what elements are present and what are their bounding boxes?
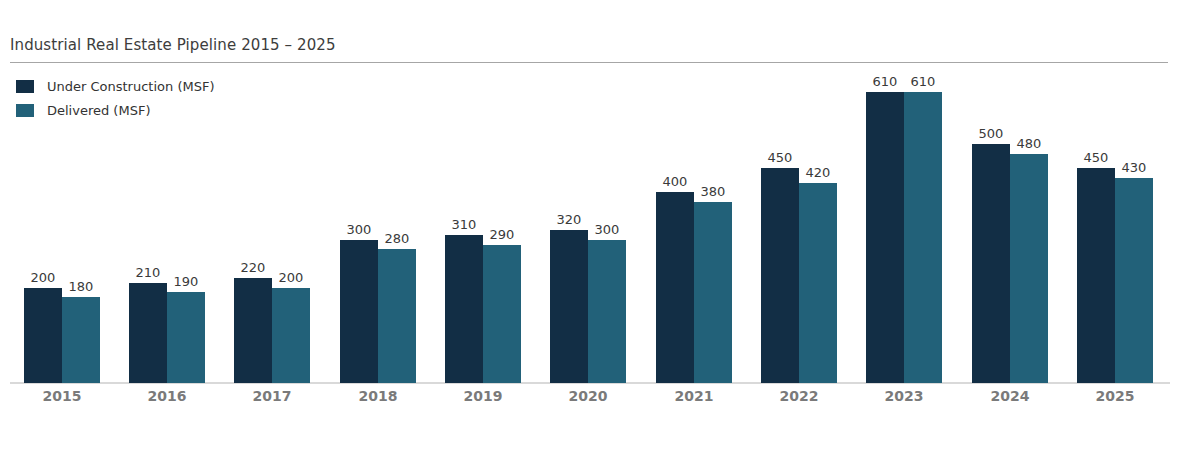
x-tick-2020: 2020 <box>536 388 640 404</box>
x-tick-2023: 2023 <box>852 388 956 404</box>
bar-delivered-msf-2022 <box>799 183 837 383</box>
x-tick-2025: 2025 <box>1063 388 1167 404</box>
chart-title: Industrial Real Estate Pipeline 2015 – 2… <box>10 36 336 54</box>
legend-item-delivered-msf[interactable]: Delivered (MSF) <box>16 103 214 118</box>
bar-under-construction-msf-2021 <box>656 192 694 383</box>
legend: Under Construction (MSF) Delivered (MSF) <box>16 79 214 127</box>
x-tick-2024: 2024 <box>958 388 1062 404</box>
value-label-delivered-msf-2016: 190 <box>156 274 216 290</box>
bar-under-construction-msf-2024 <box>972 144 1010 383</box>
x-tick-2016: 2016 <box>115 388 219 404</box>
x-tick-2018: 2018 <box>326 388 430 404</box>
value-label-delivered-msf-2023: 610 <box>893 74 953 90</box>
chart-page: Industrial Real Estate Pipeline 2015 – 2… <box>0 0 1186 462</box>
bar-under-construction-msf-2015 <box>24 288 62 383</box>
bar-delivered-msf-2021 <box>694 202 732 383</box>
legend-item-under-construction-msf[interactable]: Under Construction (MSF) <box>16 79 214 94</box>
value-label-delivered-msf-2015: 180 <box>51 279 111 295</box>
bar-delivered-msf-2016 <box>167 292 205 383</box>
x-tick-2021: 2021 <box>642 388 746 404</box>
value-label-delivered-msf-2025: 430 <box>1104 160 1164 176</box>
bar-under-construction-msf-2023 <box>866 92 904 383</box>
x-tick-2015: 2015 <box>10 388 114 404</box>
bar-under-construction-msf-2020 <box>550 230 588 383</box>
bar-delivered-msf-2020 <box>588 240 626 383</box>
bar-under-construction-msf-2018 <box>340 240 378 383</box>
value-label-delivered-msf-2018: 280 <box>367 231 427 247</box>
value-label-delivered-msf-2019: 290 <box>472 227 532 243</box>
bar-delivered-msf-2019 <box>483 245 521 383</box>
bar-under-construction-msf-2022 <box>761 168 799 383</box>
bar-under-construction-msf-2016 <box>129 283 167 383</box>
bar-delivered-msf-2015 <box>62 297 100 383</box>
legend-label: Delivered (MSF) <box>47 103 150 118</box>
value-label-delivered-msf-2017: 200 <box>261 270 321 286</box>
title-divider <box>10 62 1168 63</box>
value-label-delivered-msf-2021: 380 <box>683 184 743 200</box>
legend-swatch-under-construction-msf <box>16 80 34 93</box>
legend-swatch-delivered-msf <box>16 104 34 117</box>
bar-delivered-msf-2018 <box>378 249 416 383</box>
value-label-delivered-msf-2022: 420 <box>788 165 848 181</box>
bar-delivered-msf-2023 <box>904 92 942 383</box>
value-label-delivered-msf-2024: 480 <box>999 136 1059 152</box>
x-tick-2019: 2019 <box>431 388 535 404</box>
legend-label: Under Construction (MSF) <box>47 79 214 94</box>
x-tick-2017: 2017 <box>220 388 324 404</box>
bar-delivered-msf-2017 <box>272 288 310 383</box>
value-label-under-construction-msf-2022: 450 <box>750 150 810 166</box>
value-label-delivered-msf-2020: 300 <box>577 222 637 238</box>
bar-under-construction-msf-2025 <box>1077 168 1115 383</box>
bar-under-construction-msf-2017 <box>234 278 272 383</box>
bar-delivered-msf-2024 <box>1010 154 1048 383</box>
bar-under-construction-msf-2019 <box>445 235 483 383</box>
x-tick-2022: 2022 <box>747 388 851 404</box>
bar-delivered-msf-2025 <box>1115 178 1153 383</box>
